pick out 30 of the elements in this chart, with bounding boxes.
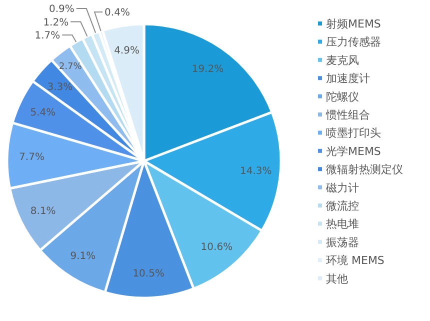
legend-label: 喷墨打印头: [326, 126, 381, 140]
legend-label: 振荡器: [326, 236, 359, 249]
data-label: 10.5%: [132, 268, 164, 280]
data-label: 3.3%: [47, 82, 73, 93]
data-label: 0.9%: [48, 4, 74, 16]
legend-label: 惯性组合: [325, 108, 370, 122]
legend-label: 磁力计: [325, 181, 359, 194]
legend-label: 环境 MEMS: [326, 254, 384, 268]
data-label: 9.1%: [70, 250, 96, 262]
data-label: 0.4%: [104, 7, 130, 18]
data-label: 19.2%: [192, 64, 224, 75]
legend-label: 陀螺仪: [326, 90, 359, 104]
legend-label: 微流控: [326, 200, 359, 212]
legend-label: 加速度计: [326, 72, 370, 86]
legend-label: 热电堆: [326, 218, 359, 231]
data-label: 14.3%: [240, 166, 272, 178]
legend-label: 光学MEMS: [326, 144, 381, 158]
data-label: 1.7%: [34, 30, 60, 42]
legend-label: 其他: [326, 272, 348, 286]
data-label: 2.7%: [58, 62, 82, 72]
legend-label: 微辐射热测定仪: [326, 163, 403, 176]
data-label: 10.6%: [200, 242, 233, 254]
legend-label: 射频MEMS: [326, 18, 381, 30]
data-label: 1.2%: [43, 17, 69, 28]
data-label: 8.1%: [30, 206, 56, 217]
data-label: 7.7%: [19, 152, 44, 163]
data-label: 5.4%: [30, 107, 56, 118]
legend-label: 麦克风: [326, 54, 359, 67]
data-label: 4.9%: [114, 45, 140, 56]
legend-label: 压力传感器: [326, 36, 381, 49]
